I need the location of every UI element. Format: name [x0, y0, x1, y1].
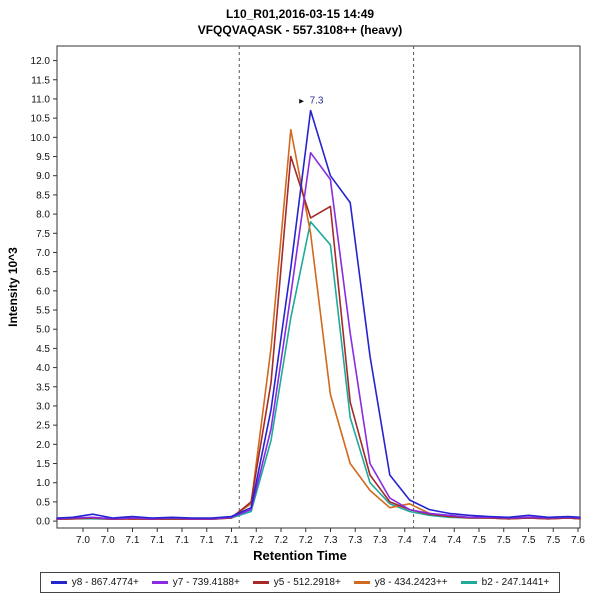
- x-tick-label: 7.1: [126, 535, 140, 546]
- legend-swatch-icon: [252, 581, 269, 585]
- y-tick-label: 10.0: [31, 133, 51, 144]
- legend-row: y8 - 867.4774+ y7 - 739.4188+ y5 - 512.291…: [0, 572, 600, 594]
- x-tick-label: 7.5: [522, 535, 536, 546]
- y-tick-label: 7.0: [36, 248, 50, 259]
- legend-item: y7 - 739.4188+: [151, 577, 240, 589]
- peak-annotation: 7.3: [310, 96, 324, 107]
- y-tick-label: 0.0: [36, 517, 50, 528]
- legend-item: y5 - 512.2918+: [252, 577, 341, 589]
- x-tick-label: 7.3: [324, 535, 338, 546]
- series-line: [56, 129, 581, 521]
- legend-label: y5 - 512.2918+: [273, 577, 341, 589]
- legend-label: y8 - 434.2423++: [374, 577, 448, 589]
- peak-pointer-icon: ►: [298, 97, 306, 106]
- x-tick-label: 7.2: [299, 535, 313, 546]
- legend-item: y8 - 434.2423++: [353, 577, 448, 589]
- series-line: [56, 221, 581, 521]
- chromatogram-plot[interactable]: 12.0 11.5 11.0 10.5 10.0 9.5 9.0 8.5 8.0 7.5 7.0 6.…: [0, 38, 600, 552]
- plot-border: [56, 45, 581, 529]
- y-tick-label: 5.5: [36, 306, 50, 317]
- legend-swatch-icon: [460, 581, 477, 585]
- chromatogram-area: Intensity 10^3 12.0 11.5 11.0 10.5 10.0 9.5 9.…: [0, 38, 600, 552]
- x-tick-label: 7.1: [150, 535, 164, 546]
- legend-label: b2 - 247.1441+: [481, 577, 550, 589]
- x-axis-title: Retention Time: [253, 548, 347, 564]
- legend-item: y8 - 867.4774+: [50, 577, 139, 589]
- series-line: [56, 152, 581, 520]
- x-tick-label: 7.5: [472, 535, 486, 546]
- x-tick-label: 7.1: [225, 535, 239, 546]
- chart-header: L10_R01,2016-03-15 14:49 VFQQVAQASK - 55…: [0, 0, 600, 38]
- legend-swatch-icon: [353, 581, 370, 585]
- y-tick-label: 2.5: [36, 421, 50, 432]
- legend-label: y8 - 867.4774+: [71, 577, 139, 589]
- y-tick-label: 4.5: [36, 344, 50, 355]
- y-tick-label: 2.0: [36, 440, 50, 451]
- y-tick-label: 6.5: [36, 267, 50, 278]
- x-tick-label: 7.4: [423, 535, 437, 546]
- y-tick-label: 6.0: [36, 287, 50, 298]
- x-tick-label: 7.4: [447, 535, 461, 546]
- x-tick-label: 7.3: [348, 535, 362, 546]
- legend-box: y8 - 867.4774+ y7 - 739.4188+ y5 - 512.291…: [39, 572, 561, 594]
- x-tick-label: 7.0: [76, 535, 90, 546]
- legend-label: y7 - 739.4188+: [172, 577, 240, 589]
- x-tick-label: 7.4: [398, 535, 412, 546]
- chart-title: L10_R01,2016-03-15 14:49: [225, 7, 375, 21]
- y-tick-label: 4.0: [36, 363, 50, 374]
- y-tick-label: 0.5: [36, 498, 50, 509]
- y-tick-label: 11.5: [31, 75, 50, 86]
- legend-swatch-icon: [50, 581, 67, 585]
- series-line: [56, 109, 581, 519]
- y-tick-label: 7.5: [36, 229, 50, 240]
- y-tick-label: 1.5: [36, 459, 50, 470]
- x-tick-label: 7.6: [571, 535, 585, 546]
- y-tick-label: 3.0: [36, 402, 50, 413]
- legend-swatch-icon: [151, 581, 168, 585]
- y-tick-label: 8.5: [36, 191, 50, 202]
- y-tick-label: 9.0: [36, 171, 50, 182]
- y-tick-label: 9.5: [36, 152, 50, 163]
- x-tick-label: 7.5: [546, 535, 560, 546]
- x-tick-label: 7.2: [274, 535, 288, 546]
- y-tick-label: 11.0: [31, 95, 50, 106]
- series-line: [56, 155, 581, 521]
- x-tick-label: 7.1: [200, 535, 214, 546]
- y-tick-label: 12.0: [31, 56, 51, 67]
- x-tick-label: 7.0: [101, 535, 115, 546]
- y-tick-label: 5.0: [36, 325, 50, 336]
- y-tick-label: 8.0: [36, 210, 50, 221]
- x-tick-label: 7.1: [175, 535, 189, 546]
- y-tick-label: 1.0: [36, 478, 50, 489]
- y-tick-label: 10.5: [31, 114, 51, 125]
- x-tick-label: 7.5: [497, 535, 511, 546]
- chart-subtitle: VFQQVAQASK - 557.3108++ (heavy): [197, 22, 403, 37]
- x-tick-label: 7.3: [373, 535, 387, 546]
- x-tick-label: 7.2: [249, 535, 263, 546]
- y-tick-label: 3.5: [36, 382, 50, 393]
- legend-item: b2 - 247.1441+: [460, 577, 550, 589]
